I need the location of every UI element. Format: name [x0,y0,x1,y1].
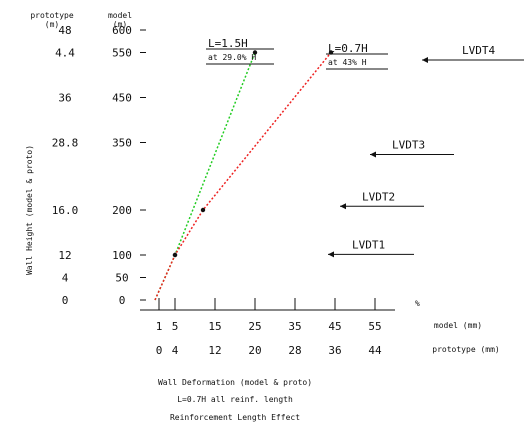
y-axis-label: Wall Height (model & proto) [25,145,34,275]
model-header-line1: model [108,11,132,20]
series-group [154,50,334,301]
y-tick-model: 200 [112,204,132,217]
x-tick-prototype: 36 [328,344,341,357]
x-ticks: 1 05 4 15 12 25 20 35 28 45 36 55 44 [156,298,382,357]
x-tick-model: 45 [328,320,341,333]
y-tick-model: 50 [115,272,128,285]
x-tick-prototype: 12 [208,344,221,357]
lvdt-label: LVDT3 [392,139,425,152]
lvdt-arrowhead [422,57,428,63]
y-tick-prototype: 4 [62,272,69,285]
model-header-line2: (m) [113,20,127,29]
lvdt-arrowhead [328,251,334,258]
x-tick-prototype: 44 [368,344,382,357]
y-tick-prototype: 16.0 [52,204,79,217]
x-tick-model: 35 [288,320,301,333]
series-label: L=1.5H [208,37,248,50]
x-row-label-model: model (mm) [434,321,482,330]
data-point [172,252,178,258]
prototype-header-line1: prototype [30,11,74,20]
data-point [200,207,206,213]
caption: Wall Deformation (model & proto) L=0.7H … [158,378,312,422]
y-tick-prototype: 4.4 [55,47,75,60]
x-row-label-prototype: prototype (mm) [432,345,499,354]
y-tick-model: 600 [112,24,132,37]
y-tick-prototype: 12 [58,249,71,262]
x-tick-model: 5 [172,320,179,333]
y-tick-model: 100 [112,249,132,262]
lvdt-arrowhead [370,151,376,158]
x-tick-prototype: 4 [172,344,179,357]
x-tick-model: 55 [368,320,381,333]
lvdt-annotations: LVDT4 LVDT3 LVDT2 LVDT1 [328,44,524,258]
data-point [252,50,258,55]
series-sublabel: at 29.0% H [208,53,256,62]
x-tick-prototype: 20 [248,344,261,357]
caption-line2: L=0.7H all reinf. length [177,395,293,404]
y-tick-model: 0 [119,294,126,307]
lvdt-label: LVDT4 [462,44,495,57]
y-tick-model: 550 [112,47,132,60]
header-labels: prototype (m) model (m) [30,11,132,29]
lvdt-arrowhead [340,203,346,210]
x-tick-prototype: 28 [288,344,301,357]
lvdt-label: LVDT1 [352,238,385,251]
y-tick-prototype: 0 [62,294,69,307]
x-tick-model: 1 [156,320,163,333]
y-tick-prototype: 28.8 [52,137,79,150]
x-unit-label: % [415,299,420,308]
y-tick-model: 350 [112,137,132,150]
x-tick-model: 15 [208,320,221,333]
series-label: L=0.7H [328,42,368,55]
caption-line3: Reinforcement Length Effect [170,413,300,422]
lvdt-label: LVDT2 [362,190,395,203]
caption-line1: Wall Deformation (model & proto) [158,378,312,387]
y-tick-prototype: 48 [58,24,71,37]
series-line [154,52,256,301]
series-labels: L=1.5H at 29.0% H L=0.7H at 43% H [206,37,388,70]
x-tick-model: 25 [248,320,261,333]
prototype-header-line2: (m) [45,20,59,29]
x-tick-prototype: 0 [156,344,163,357]
series-sublabel: at 43% H [328,58,367,67]
y-tick-model: 450 [112,92,132,105]
y-tick-prototype: 36 [58,92,71,105]
series-line [154,52,332,301]
